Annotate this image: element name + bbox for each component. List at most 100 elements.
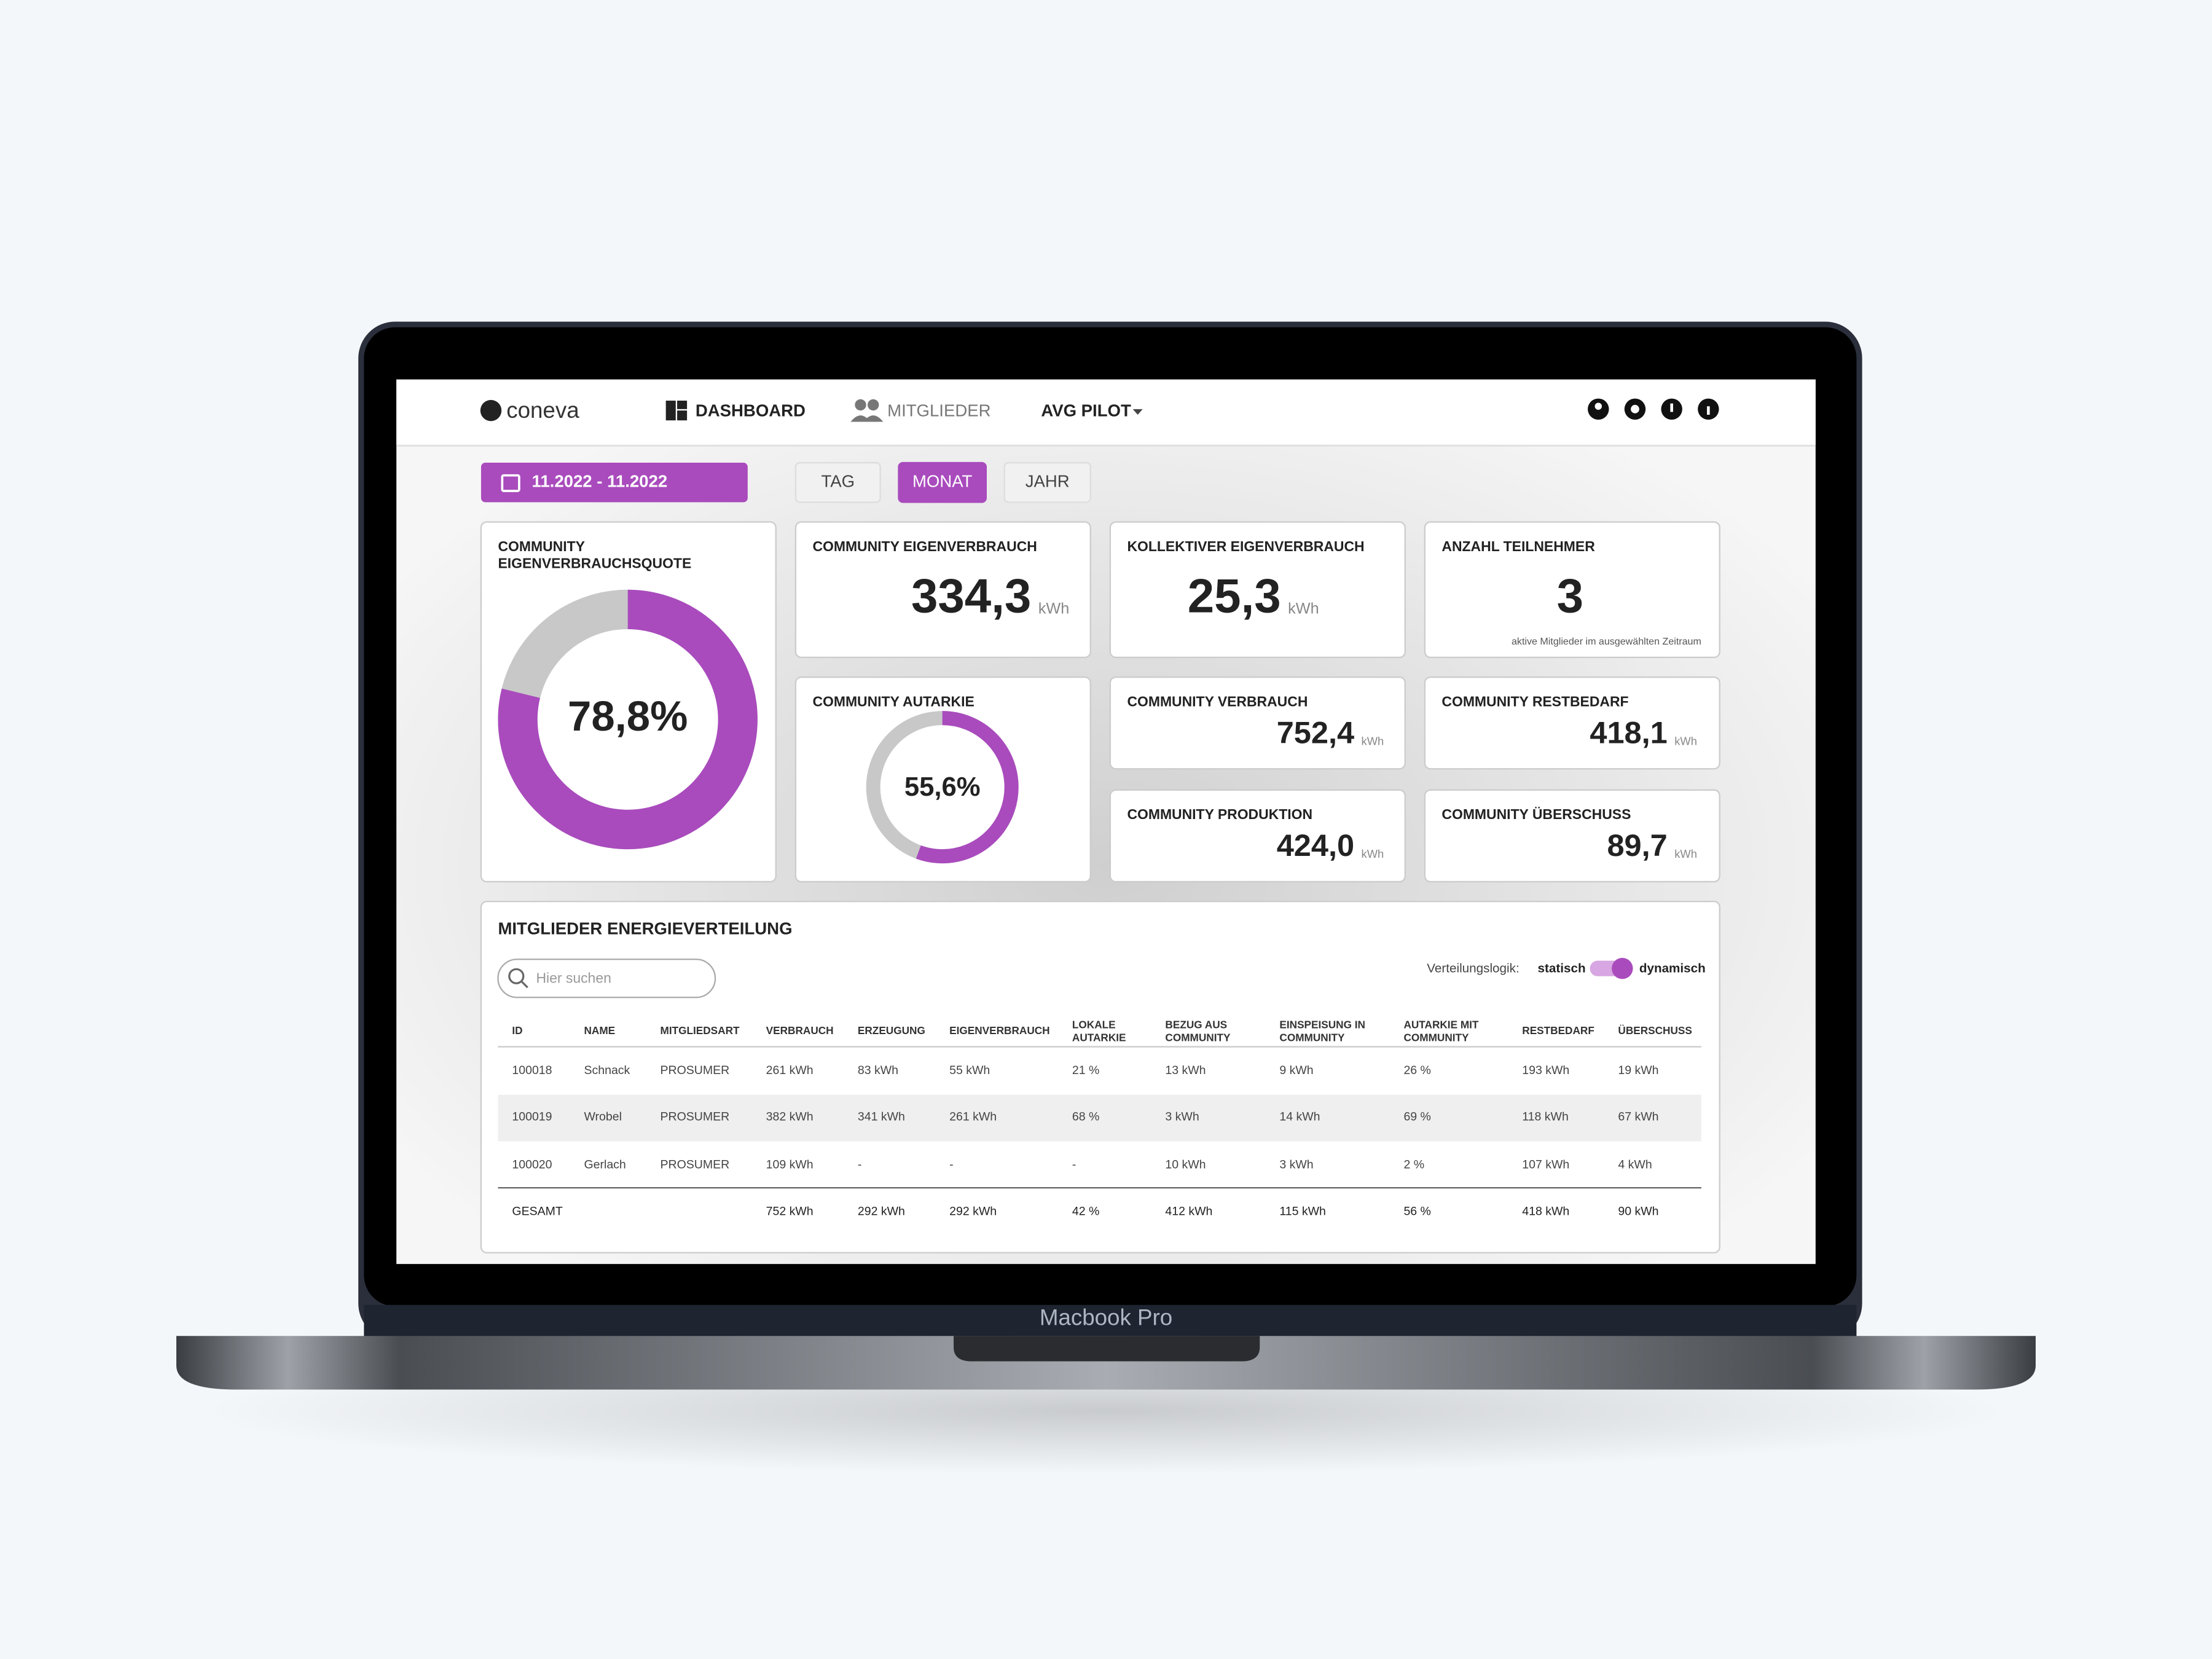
period-label[interactable]: JAHR bbox=[1026, 471, 1070, 490]
table-cell: 9 kWh bbox=[1279, 1064, 1313, 1077]
kpi-note: aktive Mitglieder im ausgewählten Zeitra… bbox=[1512, 636, 1701, 647]
kpi-value: 25,3 bbox=[1188, 568, 1281, 622]
table-cell: PROSUMER bbox=[660, 1064, 729, 1077]
period-label[interactable]: TAG bbox=[821, 471, 855, 490]
toggle-on: dynamisch bbox=[1639, 962, 1706, 976]
kpi-value: 89,7 bbox=[1607, 828, 1667, 863]
kpi-unit: kWh bbox=[1362, 847, 1384, 860]
period-button[interactable] bbox=[898, 461, 987, 503]
column-header: BEZUG AUS bbox=[1165, 1019, 1227, 1031]
card bbox=[1424, 789, 1720, 883]
caret bbox=[1132, 409, 1143, 415]
table-cell: - bbox=[858, 1158, 862, 1172]
card bbox=[1424, 521, 1720, 659]
card-title: COMMUNITY EIGENVERBRAUCH bbox=[812, 538, 1037, 554]
table-cell: 21 % bbox=[1072, 1064, 1099, 1077]
kpi-value: 752,4 bbox=[1277, 715, 1354, 750]
total-label: GESAMT bbox=[512, 1204, 562, 1218]
card-title: EIGENVERBRAUCHSQUOTE bbox=[498, 555, 691, 571]
card-title: COMMUNITY bbox=[498, 538, 584, 554]
donut-label: 55,6% bbox=[904, 772, 981, 802]
table-cell: Gerlach bbox=[584, 1158, 626, 1172]
total-cell: 90 kWh bbox=[1618, 1204, 1658, 1218]
card bbox=[480, 900, 1720, 1253]
total-cell: 752 kWh bbox=[766, 1204, 814, 1218]
toggle-knob[interactable] bbox=[1612, 957, 1633, 979]
date-range[interactable]: 11.2022 - 11.2022 bbox=[532, 471, 668, 490]
table-cell: 2 % bbox=[1403, 1158, 1424, 1172]
table-cell: 100019 bbox=[512, 1110, 552, 1124]
header-icon-glyphs bbox=[1594, 402, 1710, 415]
card-title: ANZAHL TEILNEHMER bbox=[1441, 538, 1595, 554]
table-cell: 68 % bbox=[1072, 1110, 1099, 1124]
table-cell: 109 kWh bbox=[766, 1158, 814, 1172]
table-cell: 382 kWh bbox=[766, 1110, 814, 1124]
card bbox=[1424, 676, 1720, 770]
logo-icon bbox=[480, 399, 502, 422]
column-header: VERBRAUCH bbox=[766, 1024, 834, 1037]
column-header: MITGLIEDSART bbox=[660, 1024, 740, 1037]
header bbox=[396, 379, 1816, 445]
column-header: AUTARKIE bbox=[1072, 1031, 1126, 1043]
search-icon bbox=[508, 968, 525, 984]
column-header: COMMUNITY bbox=[1165, 1031, 1231, 1043]
table-cell: PROSUMER bbox=[660, 1158, 729, 1172]
table-cell: Wrobel bbox=[584, 1110, 622, 1124]
card-title: KOLLEKTIVER EIGENVERBRAUCH bbox=[1127, 538, 1364, 554]
card-title: COMMUNITY AUTARKIE bbox=[812, 693, 974, 709]
kpi-unit: kWh bbox=[1674, 734, 1697, 747]
table-cell: 14 kWh bbox=[1279, 1110, 1320, 1124]
period-button[interactable] bbox=[794, 461, 881, 503]
notch bbox=[954, 1336, 1260, 1362]
table-cell: 100018 bbox=[512, 1064, 552, 1077]
search-box[interactable] bbox=[497, 959, 716, 998]
card-title: COMMUNITY VERBRAUCH bbox=[1127, 693, 1308, 709]
donut-label: 78,8% bbox=[568, 692, 688, 740]
card bbox=[794, 676, 1091, 883]
chin bbox=[364, 1304, 1857, 1338]
period-label[interactable]: MONAT bbox=[912, 471, 973, 490]
search-icon bbox=[521, 981, 528, 989]
members-icon bbox=[850, 399, 884, 422]
donut-arc bbox=[866, 711, 1019, 864]
table-cell: - bbox=[1072, 1158, 1077, 1172]
kpi-unit: kWh bbox=[1288, 600, 1319, 618]
card-title: COMMUNITY ÜBERSCHUSS bbox=[1441, 806, 1631, 822]
total-cell: 115 kWh bbox=[1279, 1204, 1326, 1218]
table-cell: 4 kWh bbox=[1618, 1158, 1652, 1172]
table-cell: 118 kWh bbox=[1522, 1110, 1569, 1124]
column-header: EINSPEISUNG IN bbox=[1279, 1019, 1365, 1031]
table-cell: 341 kWh bbox=[858, 1110, 905, 1124]
table-cell: 261 kWh bbox=[766, 1064, 814, 1077]
column-header: ERZEUGUNG bbox=[858, 1024, 925, 1037]
calendar-icon bbox=[501, 474, 520, 492]
date-button[interactable] bbox=[480, 463, 748, 503]
kpi-unit: kWh bbox=[1362, 734, 1384, 747]
total-cell: 292 kWh bbox=[858, 1204, 905, 1218]
nav-item[interactable]: DASHBOARD bbox=[696, 401, 806, 420]
table-cell: 69 % bbox=[1403, 1110, 1430, 1124]
column-header: NAME bbox=[584, 1024, 616, 1037]
logo: coneva bbox=[506, 398, 579, 423]
search-placeholder[interactable]: Hier suchen bbox=[536, 970, 611, 986]
column-header: ÜBERSCHUSS bbox=[1618, 1024, 1692, 1037]
total-cell: 412 kWh bbox=[1165, 1204, 1212, 1218]
project-select[interactable]: AVG PILOT bbox=[1041, 401, 1131, 420]
total-cell: 418 kWh bbox=[1522, 1204, 1569, 1218]
dashboard-icon bbox=[665, 401, 688, 421]
toggle-label: Verteilungslogik: bbox=[1427, 962, 1519, 976]
column-header: ID bbox=[512, 1024, 522, 1037]
column-header: EIGENVERBRAUCH bbox=[949, 1024, 1049, 1037]
table-cell: 55 kWh bbox=[949, 1064, 990, 1077]
nav-item[interactable]: MITGLIEDER bbox=[887, 401, 990, 420]
card bbox=[1109, 676, 1406, 770]
table-cell: 26 % bbox=[1403, 1064, 1430, 1077]
card bbox=[794, 521, 1091, 659]
column-header: AUTARKIE MIT bbox=[1403, 1019, 1478, 1031]
table-cell: 193 kWh bbox=[1522, 1064, 1569, 1077]
period-button[interactable] bbox=[1003, 461, 1091, 503]
total-cell: 42 % bbox=[1072, 1204, 1099, 1218]
table-cell: 67 kWh bbox=[1618, 1110, 1658, 1124]
